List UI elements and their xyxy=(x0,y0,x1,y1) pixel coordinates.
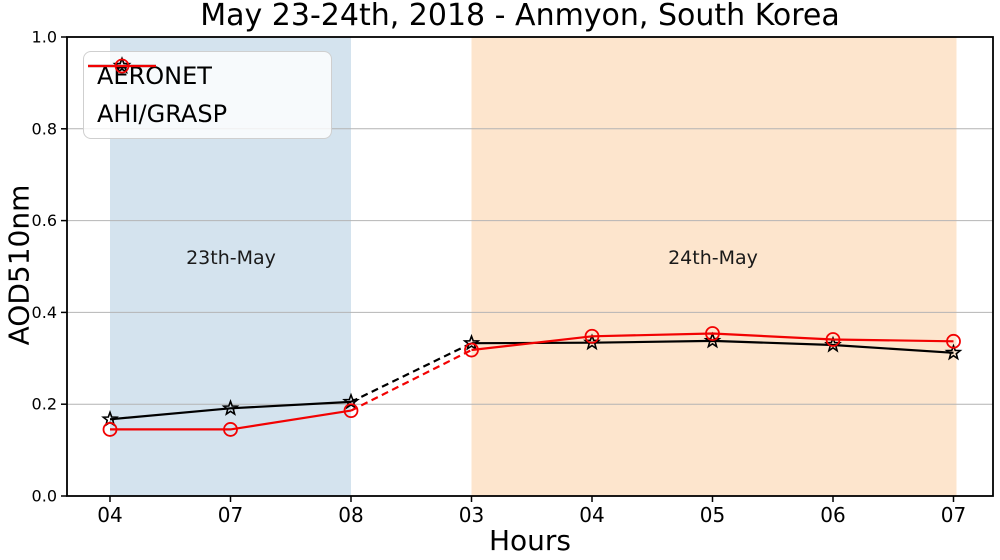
x-tick-label-4: 04 xyxy=(579,503,604,527)
series-line-day2-ahi-grasp xyxy=(471,332,954,352)
data-point-circle-ahi-grasp-6 xyxy=(825,332,841,347)
legend-entry-ahi-grasp: AHI/GRASP xyxy=(88,58,331,133)
data-point-circle-ahi-grasp-7 xyxy=(946,333,961,349)
x-axis-label: Hours xyxy=(488,524,572,557)
data-point-circle-ahi-grasp-3 xyxy=(464,342,479,358)
y-tick-label-5: 1.0 xyxy=(32,28,57,47)
y-axis-label: AOD510nm xyxy=(2,184,36,346)
data-point-circle-ahi-grasp-2 xyxy=(343,403,359,419)
data-point-star-aeronet-1 xyxy=(221,398,240,416)
y-tick-label-1: 0.2 xyxy=(32,395,57,414)
x-tick-label-2: 08 xyxy=(338,503,363,527)
data-point-star-aeronet-7 xyxy=(944,343,963,361)
series-line-gap-dashed-aeronet xyxy=(350,342,472,403)
data-point-circle-ahi-grasp-4 xyxy=(584,328,600,344)
legend-label-ahi-grasp: AHI/GRASP xyxy=(97,100,228,128)
data-point-circle-ahi-grasp-5 xyxy=(705,326,720,341)
data-point-circle-ahi-grasp-1 xyxy=(223,422,238,437)
series-line-gap-dashed-ahi-grasp xyxy=(350,349,472,412)
x-tick-label-6: 06 xyxy=(820,503,845,527)
x-tick-label-3: 03 xyxy=(459,503,484,527)
shaded-region-24th-may xyxy=(471,37,957,496)
y-tick-label-3: 0.6 xyxy=(32,211,57,230)
plot-border xyxy=(66,36,994,497)
annotation-24th-may: 24th-May xyxy=(668,247,758,269)
y-tick-label-4: 0.8 xyxy=(32,119,57,138)
y-tick-label-2: 0.4 xyxy=(32,303,57,322)
series-line-day1-ahi-grasp xyxy=(110,409,352,431)
data-point-circle-ahi-grasp-0 xyxy=(102,422,118,437)
y-tick-label-0: 0.0 xyxy=(32,487,57,506)
x-tick-label-5: 05 xyxy=(700,503,725,527)
x-tick-label-7: 07 xyxy=(941,503,966,527)
legend-circle-marker-icon xyxy=(88,58,156,74)
x-tick-label-1: 07 xyxy=(218,503,243,527)
legend: AERONET AHI/GRASP xyxy=(83,51,332,139)
chart-title: May 23-24th, 2018 - Anmyon, South Korea xyxy=(200,0,840,33)
annotation-23th-may: 23th-May xyxy=(186,247,276,269)
series-line-day1-aeronet xyxy=(109,400,352,421)
x-tick-label-0: 04 xyxy=(97,503,122,527)
data-point-star-aeronet-3 xyxy=(462,333,481,351)
